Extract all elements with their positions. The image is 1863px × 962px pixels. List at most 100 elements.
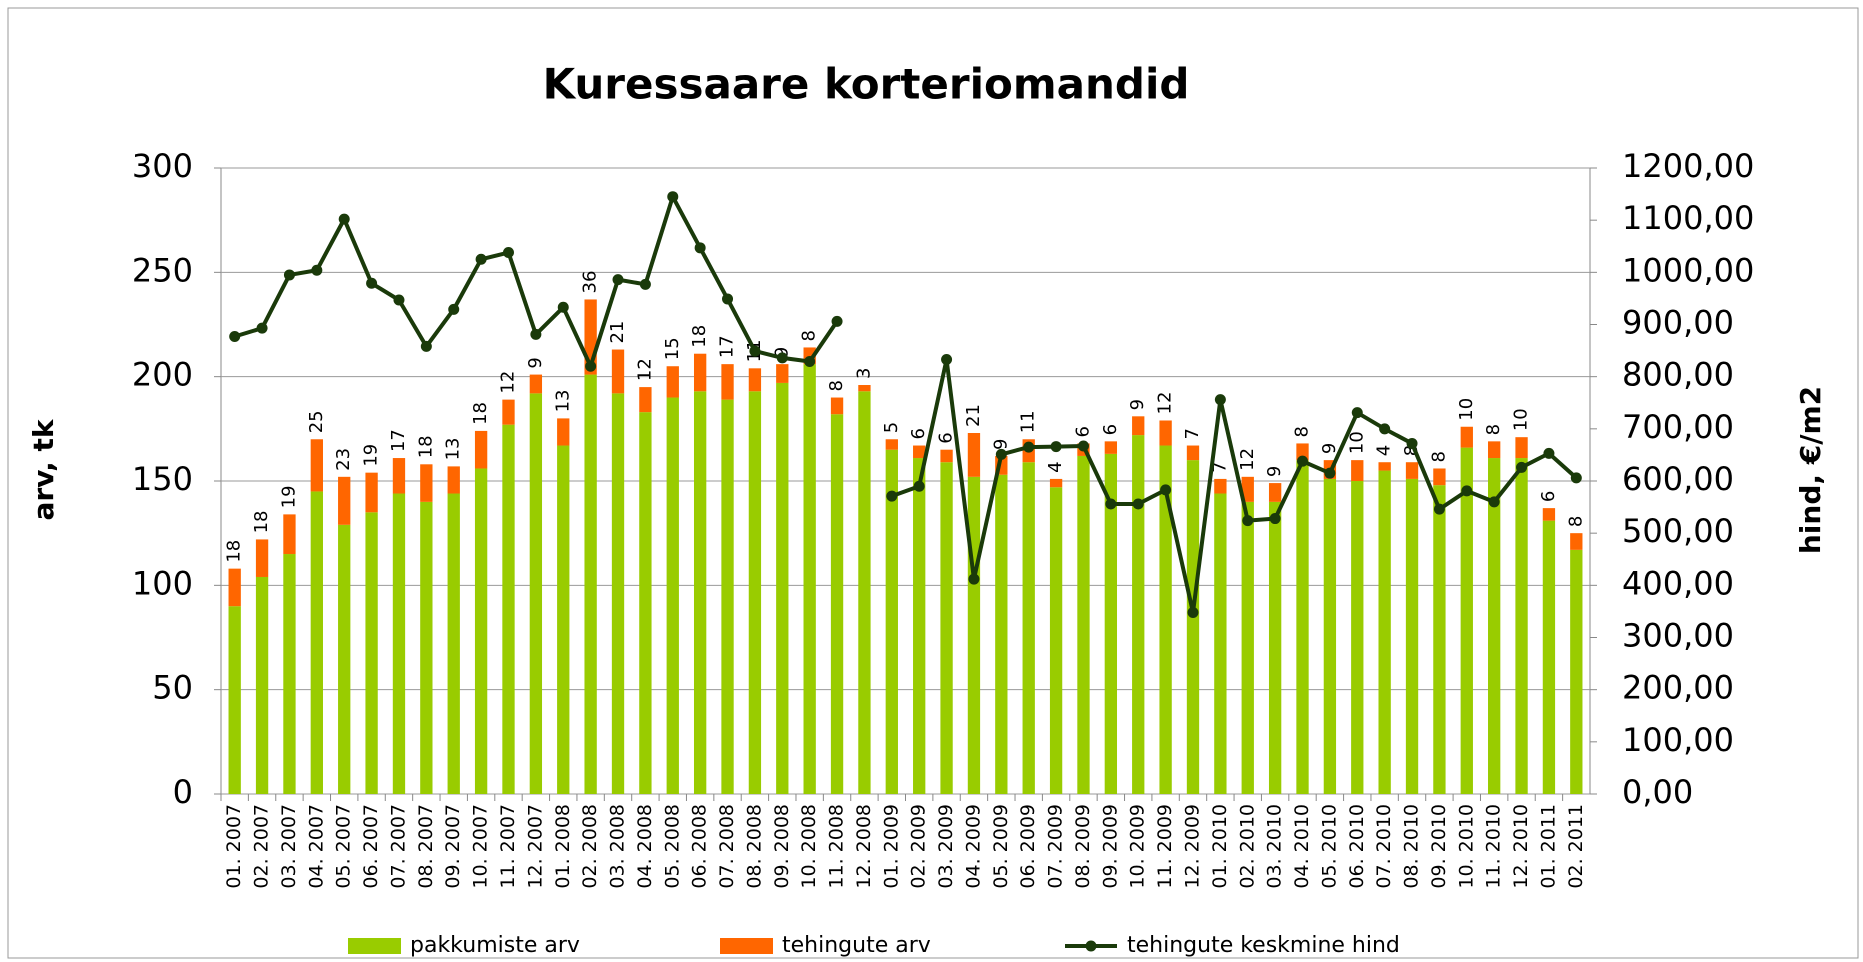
x-tick-label: 05. 2009 <box>990 804 1012 889</box>
x-tick-label: 01. 2011 <box>1537 804 1559 889</box>
bar <box>255 539 269 577</box>
bar <box>693 391 707 794</box>
data-label: 18 <box>689 325 710 348</box>
y2-tick-label: 400,00 <box>1622 564 1734 602</box>
x-tick-label: 06. 2007 <box>360 804 382 889</box>
bar <box>1460 447 1473 794</box>
line-marker <box>530 328 542 340</box>
bar <box>1268 501 1282 794</box>
data-label: 18 <box>470 402 491 425</box>
line-marker <box>1351 407 1363 419</box>
bar <box>283 554 296 794</box>
legend-label: pakkumiste arv <box>410 933 580 958</box>
line-marker <box>804 356 816 368</box>
bar <box>1159 420 1172 446</box>
bar <box>639 387 652 413</box>
x-tick-label: 07. 2009 <box>1045 804 1067 889</box>
x-tick-label: 01. 2010 <box>1209 804 1231 889</box>
y2-tick-label: 800,00 <box>1622 356 1734 394</box>
line-marker <box>749 345 761 357</box>
x-tick-label: 01. 2007 <box>223 804 245 889</box>
bar <box>557 418 570 446</box>
bar <box>447 493 460 794</box>
x-tick-label: 01. 2009 <box>880 804 902 889</box>
y2-tick-label: 900,00 <box>1622 304 1734 342</box>
y-tick-label: 200 <box>132 356 193 394</box>
y-axis-title: arv, tk <box>27 418 60 520</box>
data-label: 23 <box>333 448 354 471</box>
bar <box>611 393 625 794</box>
bar <box>1214 493 1227 794</box>
bar <box>1132 435 1145 794</box>
line-marker <box>1187 606 1199 618</box>
bar <box>639 412 652 794</box>
x-tick-label: 09. 2009 <box>1099 804 1121 889</box>
x-tick-label: 10. 2009 <box>1127 804 1149 889</box>
bar <box>1570 533 1583 550</box>
line-marker <box>1297 455 1309 467</box>
x-tick-label: 06. 2010 <box>1346 804 1368 889</box>
data-label: 4 <box>1374 445 1395 456</box>
x-tick-label: 01. 2008 <box>552 804 574 889</box>
bar <box>529 374 543 394</box>
bar <box>392 493 406 794</box>
x-tick-label: 11. 2009 <box>1154 804 1176 889</box>
data-label: 9 <box>990 439 1011 450</box>
bar <box>748 368 762 392</box>
x-tick-label: 12. 2007 <box>524 804 546 889</box>
x-tick-label: 12. 2009 <box>1181 804 1203 889</box>
bar <box>1542 508 1556 521</box>
line-marker <box>1214 394 1226 406</box>
y-tick-label: 150 <box>132 460 193 498</box>
data-label: 6 <box>908 428 929 439</box>
line-marker <box>1105 498 1117 510</box>
line-marker <box>941 353 953 365</box>
bar <box>803 364 816 794</box>
bar <box>1022 462 1035 794</box>
bar <box>1049 487 1063 794</box>
x-tick-label: 06. 2009 <box>1017 804 1039 889</box>
data-label: 8 <box>826 380 847 391</box>
x-tick-label: 06. 2008 <box>689 804 711 889</box>
line-marker <box>229 330 241 342</box>
line-marker <box>1488 496 1500 508</box>
data-label: 3 <box>853 368 874 379</box>
line-marker <box>1461 485 1473 497</box>
line-marker <box>776 352 788 364</box>
x-tick-label: 09. 2010 <box>1428 804 1450 889</box>
data-label: 21 <box>607 321 628 344</box>
line-marker <box>283 269 295 281</box>
bar <box>830 397 844 415</box>
line-marker <box>366 277 378 289</box>
data-label: 9 <box>525 357 546 368</box>
line-marker <box>1324 467 1336 479</box>
x-tick-label: 02. 2009 <box>908 804 930 889</box>
data-label: 12 <box>497 371 518 394</box>
bar <box>1323 478 1337 794</box>
y-tick-label: 50 <box>152 669 193 707</box>
bar <box>447 466 460 494</box>
bar <box>1515 437 1528 459</box>
bar <box>913 445 926 459</box>
data-label: 8 <box>1401 445 1422 456</box>
bar <box>940 462 953 794</box>
bar <box>529 393 543 794</box>
line-marker <box>694 242 706 254</box>
line-marker <box>448 303 460 315</box>
bar <box>1104 441 1118 454</box>
legend-label: tehingute keskmine hind <box>1127 933 1400 958</box>
x-tick-label: 08. 2008 <box>743 804 765 889</box>
x-tick-label: 04. 2009 <box>962 804 984 889</box>
x-tick-label: 09. 2008 <box>771 804 793 889</box>
bar <box>1405 478 1419 794</box>
legend-label: tehingute arv <box>782 933 931 958</box>
data-label: 19 <box>361 444 382 467</box>
data-label: 21 <box>963 404 984 427</box>
y2-tick-label: 100,00 <box>1622 721 1734 759</box>
data-label: 12 <box>1237 448 1258 471</box>
bar <box>420 464 433 502</box>
bar <box>310 439 323 492</box>
data-label: 19 <box>278 485 299 508</box>
legend-marker <box>1085 940 1097 952</box>
bar <box>1296 460 1309 794</box>
